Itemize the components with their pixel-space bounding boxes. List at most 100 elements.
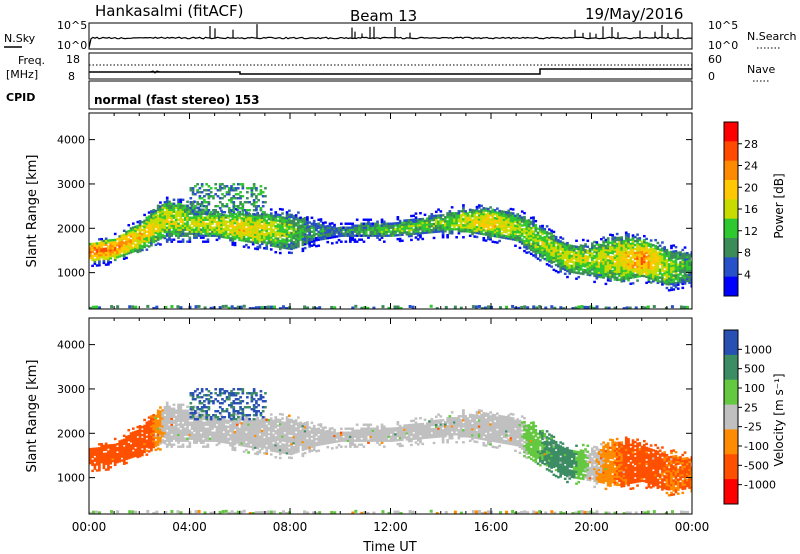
velocity-cell bbox=[131, 437, 135, 440]
power-cell bbox=[425, 229, 429, 232]
power-cell bbox=[181, 198, 185, 201]
power-cell bbox=[604, 252, 608, 256]
power-cell bbox=[355, 234, 359, 237]
velocity-cell bbox=[215, 437, 219, 441]
power-cell bbox=[688, 263, 691, 266]
power-cell bbox=[574, 306, 578, 309]
power-cell bbox=[179, 210, 183, 213]
power-cell bbox=[552, 260, 556, 264]
power-cell bbox=[455, 224, 458, 227]
power-cell bbox=[204, 230, 207, 233]
power-cell bbox=[611, 259, 615, 263]
power-cell bbox=[104, 263, 108, 266]
power-cell bbox=[532, 240, 535, 243]
power-cell bbox=[502, 236, 506, 239]
power-cell bbox=[473, 227, 477, 230]
power-cell bbox=[231, 231, 235, 234]
power-cell bbox=[615, 260, 619, 264]
power-cell bbox=[179, 216, 183, 219]
power-cell bbox=[613, 278, 617, 281]
power-cell bbox=[595, 247, 599, 250]
power-cell bbox=[511, 230, 515, 233]
power-cell bbox=[545, 263, 549, 266]
power-cell bbox=[629, 268, 633, 271]
power-cell bbox=[129, 251, 133, 254]
power-cell bbox=[168, 208, 171, 211]
power-cell bbox=[581, 260, 585, 264]
power-cell bbox=[371, 230, 375, 233]
noise-tick-left-top: 10^5 bbox=[57, 19, 87, 32]
power-cell bbox=[414, 212, 418, 215]
power-cell bbox=[281, 305, 285, 309]
velocity-cell bbox=[170, 429, 174, 432]
velocity-cell bbox=[170, 409, 174, 412]
power-cell bbox=[643, 270, 646, 274]
power-cell bbox=[134, 305, 138, 309]
power-cell bbox=[631, 236, 635, 239]
power-cell bbox=[165, 202, 169, 205]
power-cell bbox=[249, 240, 253, 244]
power-cell bbox=[235, 236, 239, 239]
power-cell bbox=[602, 256, 605, 259]
velocity-cell bbox=[190, 425, 194, 428]
velocity-cell bbox=[199, 417, 203, 420]
power-cell bbox=[111, 248, 115, 252]
power-cell bbox=[159, 201, 162, 204]
velocity-cell bbox=[141, 443, 144, 447]
power-cell bbox=[165, 216, 169, 219]
power-cell bbox=[462, 206, 465, 209]
power-cell bbox=[507, 209, 510, 212]
power-cell bbox=[491, 212, 495, 216]
power-cell bbox=[663, 260, 667, 263]
power-cell bbox=[484, 221, 488, 224]
velocity-cell bbox=[127, 445, 131, 448]
velocity-cell bbox=[165, 421, 169, 424]
power-cell bbox=[181, 238, 185, 241]
power-cell bbox=[682, 305, 686, 309]
power-cell bbox=[278, 241, 282, 245]
velocity-cell bbox=[145, 449, 149, 452]
power-cell bbox=[550, 261, 553, 264]
power-cell bbox=[606, 271, 610, 274]
power-cell bbox=[672, 278, 676, 281]
power-cell bbox=[211, 216, 214, 219]
power-cell bbox=[328, 232, 332, 235]
power-cell bbox=[543, 247, 547, 251]
power-cell bbox=[385, 224, 388, 227]
velocity-cell bbox=[245, 432, 248, 436]
power-cell bbox=[631, 260, 635, 263]
velocity-cell bbox=[129, 456, 133, 459]
power-cell bbox=[640, 305, 644, 309]
power-cell bbox=[491, 210, 495, 214]
power-cell bbox=[647, 252, 651, 255]
power-cell bbox=[165, 206, 169, 209]
power-cell bbox=[681, 270, 685, 274]
power-cell bbox=[285, 223, 289, 226]
power-cell bbox=[261, 211, 265, 214]
velocity-cell bbox=[174, 427, 178, 430]
velocity-cell bbox=[211, 433, 214, 436]
power-cell bbox=[396, 237, 400, 241]
power-cell bbox=[550, 255, 553, 258]
power-cell bbox=[466, 216, 470, 219]
power-cell bbox=[254, 239, 257, 242]
power-cell bbox=[278, 245, 282, 249]
velocity-cell bbox=[245, 420, 248, 424]
power-cell bbox=[523, 235, 526, 239]
velocity-cell bbox=[98, 465, 101, 468]
power-cell bbox=[607, 306, 611, 309]
power-cell bbox=[505, 227, 508, 230]
power-cell bbox=[416, 220, 420, 223]
power-cell bbox=[213, 220, 217, 223]
velocity-cell bbox=[102, 454, 106, 458]
power-cell bbox=[647, 242, 651, 245]
cpid-panel: CPID normal (fast stereo) 153 bbox=[6, 80, 693, 110]
power-cell bbox=[663, 274, 667, 277]
power-cell bbox=[545, 251, 549, 254]
power-cell bbox=[532, 244, 535, 247]
power-cell bbox=[690, 267, 692, 270]
velocity-cell bbox=[165, 403, 169, 406]
power-cell bbox=[613, 266, 617, 269]
power-cell bbox=[263, 229, 266, 232]
power-cell bbox=[179, 204, 183, 207]
